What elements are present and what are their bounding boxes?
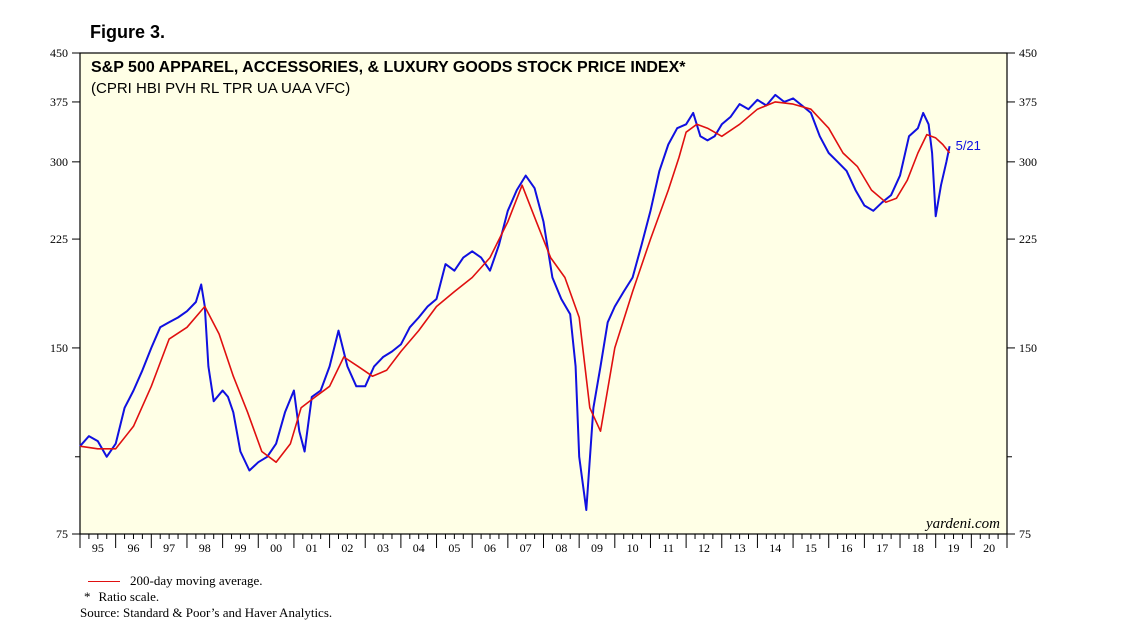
watermark: yardeni.com	[924, 516, 1000, 532]
chart-subtitle: (CPRI HBI PVH RL TPR UA UAA VFC)	[91, 80, 350, 97]
footnotes: 200-day moving average. * Ratio scale. S…	[80, 573, 332, 621]
y-axis-left: 75 150 225 300 375 450	[50, 46, 80, 541]
y-tick-label-left: 450	[50, 46, 68, 60]
y-tick-label-left: 300	[50, 155, 68, 169]
chart: 75 150 225 300 375 450 75 150 225 300 375 450 95 96…	[50, 46, 1037, 555]
x-tick-label: 06	[484, 541, 496, 555]
last-date-label: 5/21	[956, 138, 981, 153]
x-tick-label: 15	[805, 541, 817, 555]
y-tick-label-right: 450	[1019, 46, 1037, 60]
legend-swatch-moving-average	[88, 580, 120, 582]
y-tick-label-left: 75	[56, 527, 68, 541]
x-tick-label: 19	[948, 541, 960, 555]
y-axis-right: 75 150 225 300 375 450	[1007, 46, 1037, 541]
x-tick-label: 00	[270, 541, 282, 555]
x-tick-label: 12	[698, 541, 710, 555]
x-tick-label: 96	[127, 541, 139, 555]
asterisk: *	[84, 589, 91, 604]
y-tick-label-left: 375	[50, 95, 68, 109]
x-axis: 95 96 97 98 99 00 01 02 03 04 05 06 07 08 09 10 11 12 13 14…	[79, 534, 1008, 555]
x-tick-label: 99	[234, 541, 246, 555]
x-tick-label: 16	[841, 541, 853, 555]
x-tick-label: 02	[341, 541, 353, 555]
x-tick-label: 01	[306, 541, 318, 555]
x-tick-label: 11	[663, 541, 675, 555]
x-tick-label: 07	[520, 541, 532, 555]
legend-label: 200-day moving average.	[130, 573, 263, 588]
plot-area	[79, 52, 1008, 535]
x-tick-label: 04	[413, 541, 425, 555]
legend-row: 200-day moving average.	[80, 573, 332, 589]
y-tick-label-right: 150	[1019, 341, 1037, 355]
x-tick-label: 08	[555, 541, 567, 555]
figure-label: Figure 3.	[90, 22, 166, 42]
ratio-note: * Ratio scale.	[80, 589, 332, 605]
x-tick-label: 14	[769, 541, 781, 555]
x-tick-label: 95	[92, 541, 104, 555]
x-tick-label: 05	[448, 541, 460, 555]
ratio-label: Ratio scale.	[98, 589, 160, 604]
x-tick-label: 13	[734, 541, 746, 555]
y-tick-label-right: 225	[1019, 232, 1037, 246]
y-tick-label-left: 150	[50, 341, 68, 355]
x-tick-label: 18	[912, 541, 924, 555]
x-tick-label: 17	[876, 541, 888, 555]
price-series-line	[79, 93, 951, 511]
y-tick-label-right: 75	[1019, 527, 1031, 541]
chart-title: S&P 500 APPAREL, ACCESSORIES, & LUXURY G…	[91, 59, 686, 76]
x-tick-label: 09	[591, 541, 603, 555]
source-label: Source: Standard & Poor’s and Haver Anal…	[80, 605, 333, 620]
x-tick-label: 03	[377, 541, 389, 555]
x-tick-label: 20	[983, 541, 995, 555]
x-tick-label: 98	[199, 541, 211, 555]
y-tick-label-right: 300	[1019, 155, 1037, 169]
moving-average-line	[79, 101, 951, 464]
y-tick-label-left: 225	[50, 232, 68, 246]
x-tick-label: 97	[163, 541, 175, 555]
series-layer	[79, 93, 951, 511]
source-note: Source: Standard & Poor’s and Haver Anal…	[80, 605, 332, 621]
y-tick-label-right: 375	[1019, 95, 1037, 109]
x-tick-label: 10	[627, 541, 639, 555]
